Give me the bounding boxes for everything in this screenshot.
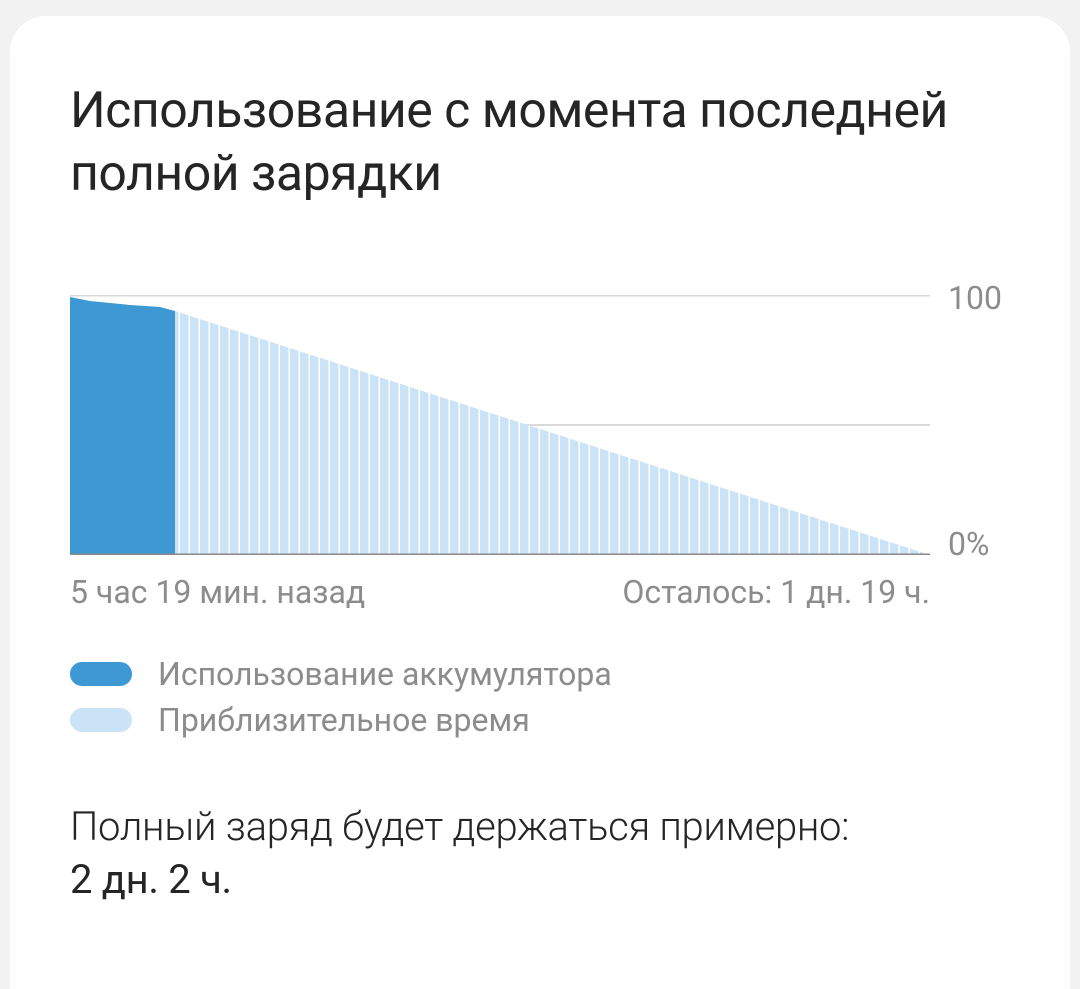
battery-chart[interactable] <box>70 295 930 555</box>
footer-duration: 2 дн. 2 ч. <box>70 856 1010 903</box>
x-label-right: Осталось: 1 дн. 19 ч. <box>622 573 930 611</box>
legend-swatch-usage <box>70 662 132 686</box>
footer: Полный заряд будет держаться примерно: 2… <box>70 803 1010 903</box>
card-title: Использование с момента последней полной… <box>70 80 1010 205</box>
chart-svg-holder <box>70 295 930 555</box>
chart-area: 100 0% <box>70 295 1010 555</box>
y-label-top: 100 <box>948 279 1010 317</box>
y-axis-labels: 100 0% <box>930 295 1010 555</box>
legend-label-usage: Использование аккумулятора <box>158 655 612 693</box>
legend-item-estimate: Приблизительное время <box>70 701 1010 739</box>
legend-item-usage: Использование аккумулятора <box>70 655 1010 693</box>
legend-swatch-estimate <box>70 708 132 732</box>
x-label-left: 5 час 19 мин. назад <box>70 573 365 611</box>
footer-text: Полный заряд будет держаться примерно: <box>70 803 1010 850</box>
legend-label-estimate: Приблизительное время <box>158 701 530 739</box>
chart-container: 100 0% 5 час 19 мин. назад Осталось: 1 д… <box>70 295 1010 739</box>
y-label-bottom: 0% <box>948 525 1010 563</box>
x-axis-labels: 5 час 19 мин. назад Осталось: 1 дн. 19 ч… <box>70 573 930 611</box>
chart-legend: Использование аккумулятора Приблизительн… <box>70 655 1010 739</box>
battery-usage-card: Использование с момента последней полной… <box>10 16 1070 989</box>
